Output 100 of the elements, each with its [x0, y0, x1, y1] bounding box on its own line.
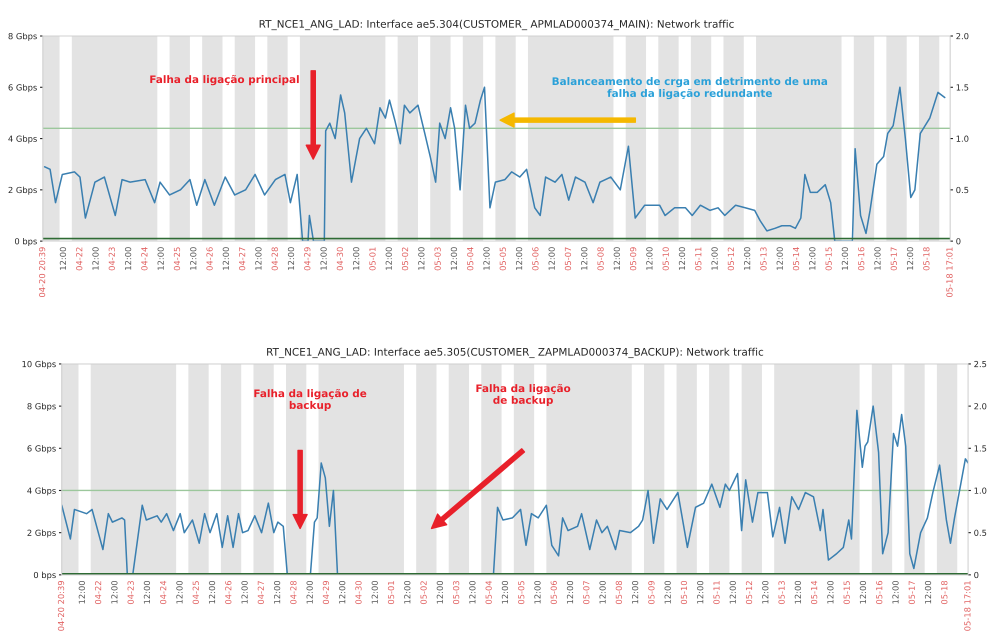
x-tick-label: 05-18 — [923, 247, 930, 270]
y2-tick-label: 1.5 — [974, 445, 986, 452]
x-tick-label: 12:00 — [924, 580, 932, 604]
x-tick-label: 04-20 20:39 — [38, 247, 46, 298]
chart-title: RT_NCE1_ANG_LAD: Interface ae5.304(CUSTOMER_ APMLAD000374_MAIN): Network traffic — [260, 20, 734, 30]
x-tick-label: 12:00 — [581, 247, 588, 270]
x-tick-label: 05-18 17:01 — [946, 247, 953, 298]
x-tick-label: 05-04 — [486, 580, 492, 604]
x-tick-label: 05-04 — [467, 247, 474, 270]
y-tick-label: 6 Gbps — [8, 84, 37, 92]
x-tick-label: 05-07 — [583, 581, 590, 604]
x-tick-label: 05-06 — [550, 580, 557, 604]
x-tick-label: 12:00 — [158, 247, 164, 270]
x-tick-label: 12:00 — [306, 580, 313, 604]
x-tick-label: 12:00 — [124, 247, 132, 270]
x-tick-label: 12:00 — [241, 580, 248, 604]
x-tick-label: 05-15 — [825, 247, 832, 270]
x-tick-label: 04-27 — [238, 247, 246, 270]
x-tick-label: 04-23 — [108, 247, 115, 270]
x-tick-label: 12:00 — [450, 247, 458, 270]
annotation: Falha da ligação de backup — [476, 384, 570, 406]
x-tick-label: 05-16 — [858, 247, 864, 270]
x-tick-label: 05-12 — [746, 581, 752, 604]
x-tick-label: 04-26 — [206, 247, 213, 270]
x-tick-label: 04-24 — [141, 247, 148, 270]
x-tick-label: 04-23 — [128, 581, 134, 604]
x-tick-label: 12:00 — [176, 580, 183, 604]
x-tick-label: 12:00 — [599, 580, 606, 604]
x-tick-label: 12:00 — [548, 247, 555, 270]
x-tick-label: 12:00 — [92, 247, 99, 270]
x-tick-label: 12:00 — [320, 247, 327, 270]
x-tick-label: 12:00 — [860, 580, 866, 604]
x-tick-label: 05-17 — [908, 581, 915, 604]
x-tick-label: 04-27 — [258, 581, 264, 604]
x-tick-label: 12:00 — [255, 247, 262, 270]
x-tick-label: 05-09 — [630, 247, 636, 270]
x-tick-label: 04-28 — [272, 247, 278, 270]
x-tick-label: 12:00 — [372, 580, 378, 604]
x-tick-label: 05-18 17:01 — [964, 581, 971, 631]
x-tick-label: 12:00 — [502, 580, 508, 604]
x-tick-label: 04-20 20:39 — [58, 580, 64, 631]
x-tick-label: 05-08 — [597, 247, 604, 270]
x-tick-label: 12:00 — [353, 247, 360, 270]
x-tick-label: 12:00 — [469, 580, 476, 604]
y2-tick-label: 2.0 — [974, 403, 986, 410]
chart-title: RT_NCE1_ANG_LAD: Interface ae5.305(CUSTOMER_ ZAPMLAD000374_BACKUP): Network traffic — [267, 348, 764, 358]
x-tick-label: 12:00 — [60, 247, 66, 270]
x-tick-label: 12:00 — [809, 247, 816, 270]
x-tick-label: 12:00 — [697, 580, 704, 604]
x-tick-label: 05-12 — [728, 248, 734, 270]
x-tick-label: 04-24 — [160, 580, 166, 604]
y2-tick-label: 2.5 — [974, 360, 986, 368]
x-tick-label: 04-29 — [322, 580, 330, 604]
x-tick-label: 04-22 — [94, 581, 102, 604]
x-tick-label: 12:00 — [516, 247, 522, 270]
x-tick-label: 12:00 — [711, 247, 718, 270]
x-tick-label: 12:00 — [614, 247, 620, 270]
x-tick-label: 12:00 — [288, 247, 294, 270]
x-tick-label: 04-25 — [174, 247, 180, 270]
x-tick-label: 05-17 — [890, 247, 897, 270]
y-tick-label: 0 bps — [34, 572, 56, 580]
x-tick-label: 12:00 — [646, 247, 653, 270]
x-tick-label: 05-07 — [564, 247, 572, 270]
annotation: Falha da ligação de backup — [254, 388, 366, 412]
x-tick-label: 12:00 — [222, 247, 229, 270]
x-tick-label: 12:00 — [842, 247, 848, 270]
x-tick-label: 12:00 — [827, 580, 834, 604]
x-tick-label: 04-30 — [336, 247, 344, 270]
x-tick-label: 12:00 — [483, 247, 490, 270]
y2-tick-label: 1.5 — [956, 84, 968, 91]
x-tick-label: 04-29 — [304, 247, 310, 270]
x-tick-label: 05-05 — [518, 581, 524, 604]
y2-tick-label: 1.0 — [974, 487, 986, 494]
x-tick-label: 04-30 — [355, 580, 362, 604]
x-tick-label: 12:00 — [730, 580, 736, 604]
y-tick-label: 2 Gbps — [8, 186, 37, 195]
x-tick-label: 12:00 — [776, 247, 783, 270]
y-tick-label: 2 Gbps — [27, 529, 56, 538]
y-tick-label: 6 Gbps — [27, 445, 56, 454]
x-tick-label: 04-28 — [290, 580, 297, 604]
x-tick-label: 12:00 — [78, 580, 85, 604]
x-tick-label: 12:00 — [418, 247, 424, 270]
x-tick-label: 05-08 — [616, 580, 622, 604]
y2-tick-label: 2.0 — [956, 32, 968, 40]
x-tick-label: 05-13 — [778, 581, 785, 604]
x-tick-label: 04-26 — [225, 580, 232, 604]
x-tick-label: 12:00 — [534, 580, 541, 604]
y-tick-label: 4 Gbps — [8, 135, 37, 144]
y2-tick-label: 0 — [956, 238, 960, 244]
x-tick-label: 05-14 — [810, 580, 818, 604]
x-tick-label: 05-11 — [695, 247, 702, 270]
x-tick-label: 12:00 — [436, 580, 443, 604]
x-tick-label: 12:00 — [386, 247, 392, 270]
x-tick-label: 12:00 — [678, 247, 686, 270]
y2-tick-label: 0.5 — [974, 530, 986, 536]
x-tick-label: 05-18 — [941, 580, 948, 604]
x-tick-label: 12:00 — [274, 580, 280, 604]
x-tick-label: 05-10 — [680, 580, 688, 604]
x-tick-label: 12:00 — [632, 580, 638, 604]
x-tick-label: 12:00 — [906, 247, 914, 270]
